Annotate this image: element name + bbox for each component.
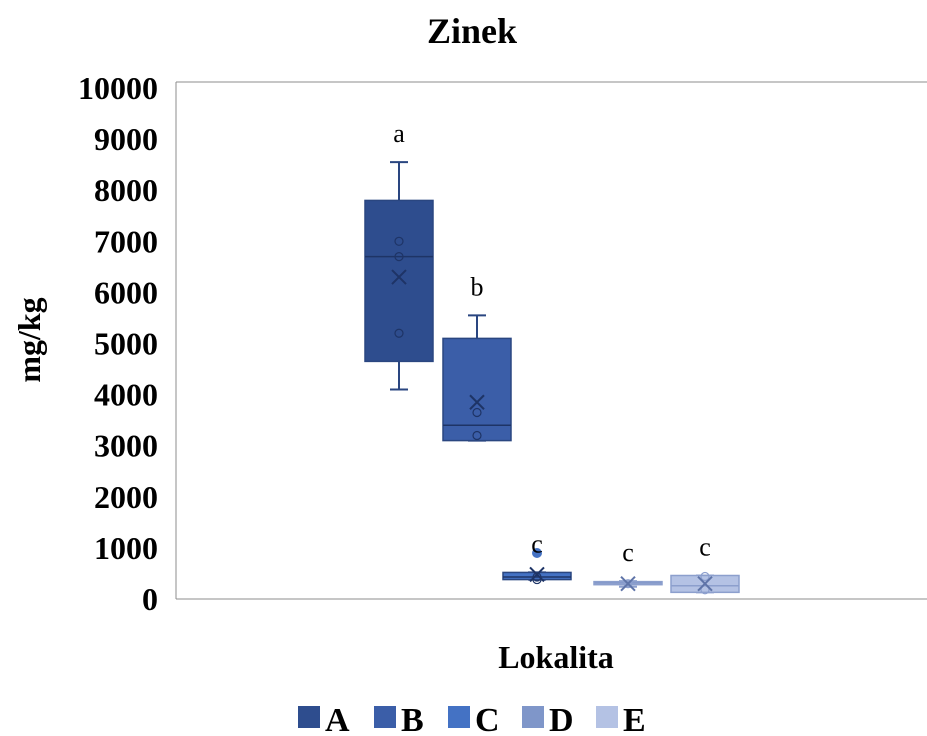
legend-swatch-B: [374, 706, 396, 728]
y-tick-label: 0: [142, 581, 158, 617]
legend-label-C: C: [475, 702, 500, 736]
mean-marker: [620, 575, 636, 592]
y-tick-label: 6000: [94, 274, 158, 310]
legend-swatch-D: [522, 706, 544, 728]
box-A: a: [364, 119, 434, 391]
y-axis-label: mg/kg: [11, 297, 47, 382]
significance-letter: c: [622, 538, 634, 567]
y-tick-label: 7000: [94, 223, 158, 259]
data-point: [700, 571, 710, 582]
y-tick-label: 4000: [94, 377, 158, 413]
mean-marker: [469, 394, 485, 410]
data-point: [623, 579, 633, 589]
significance-letter: b: [471, 272, 484, 301]
legend-label-B: B: [401, 702, 424, 736]
legend-label-A: A: [325, 702, 350, 736]
y-tick-label: 9000: [94, 121, 158, 157]
y-axis-ticks: 0 1000 2000 3000 4000 5000 6000 7000 8000 9000 100…: [78, 70, 158, 617]
data-point: [394, 328, 404, 338]
legend-swatch-A: [298, 706, 320, 728]
data-point: [472, 430, 482, 441]
outlier-point: [532, 548, 542, 559]
box-iqr: [364, 199, 434, 363]
box-iqr: [442, 337, 512, 442]
y-tick-label: 8000: [94, 172, 158, 208]
y-tick-label: 1000: [94, 530, 158, 566]
mean-marker-stroke: [529, 566, 545, 583]
significance-letter: c: [531, 529, 543, 558]
legend-label-D: D: [549, 702, 574, 736]
mean-marker: [697, 575, 713, 592]
y-tick-label: 5000: [94, 326, 158, 362]
mean-marker-stroke: [697, 575, 713, 592]
box-E: c: [670, 532, 740, 595]
box-series: a b c c c: [364, 119, 740, 595]
x-axis-label: Lokalita: [498, 639, 614, 675]
significance-letter: c: [699, 532, 711, 561]
mean-marker: [529, 566, 545, 583]
legend-swatch-E: [596, 706, 618, 728]
y-tick-label: 10000: [78, 70, 158, 106]
y-tick-label: 2000: [94, 479, 158, 515]
box-D: c: [593, 538, 663, 592]
legend-swatch-C: [448, 706, 470, 728]
mean-marker-stroke: [391, 269, 407, 285]
significance-letter: a: [393, 119, 405, 148]
mean-marker-stroke: [620, 575, 636, 592]
box-B: b: [442, 272, 512, 442]
legend: A B C D E: [298, 702, 646, 736]
y-tick-label: 3000: [94, 428, 158, 464]
legend-label-E: E: [623, 702, 646, 736]
chart-title: Zinek: [427, 11, 517, 51]
mean-marker-stroke: [469, 394, 485, 410]
data-point: [394, 236, 404, 246]
data-point: [700, 585, 710, 595]
data-point: [394, 252, 404, 262]
data-point: [532, 572, 542, 582]
data-point: [472, 407, 482, 418]
box-C: c: [502, 529, 572, 585]
mean-marker: [391, 269, 407, 285]
